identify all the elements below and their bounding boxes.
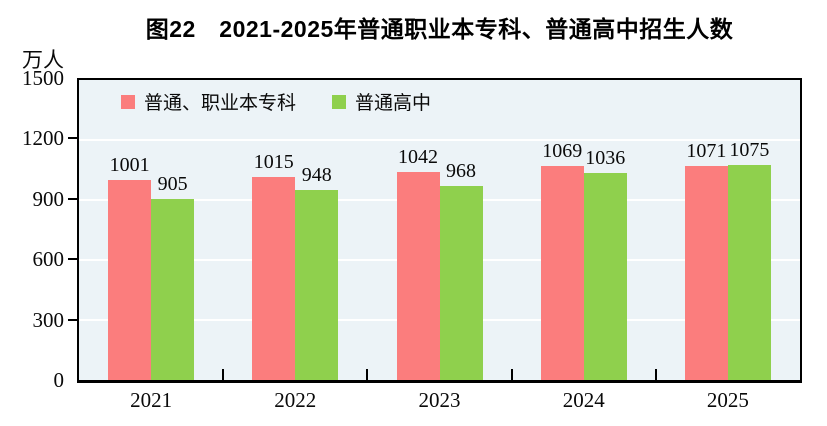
y-tick-label: 1500: [22, 66, 64, 90]
value-label: 1071: [686, 139, 727, 162]
legend-label: 普通高中: [355, 93, 432, 114]
y-tick-label: 300: [32, 307, 65, 332]
y-tick-mark: [68, 137, 77, 140]
value-label: 968: [446, 160, 476, 183]
bar-2023-series-1: [396, 171, 440, 380]
x-tick-label: 2024: [562, 388, 605, 412]
bar-2024-series-2: [583, 172, 627, 380]
value-label: 1042: [398, 145, 438, 168]
value-label: 1036: [585, 146, 626, 169]
x-tick-label: 2023: [418, 388, 461, 412]
y-axis-unit-label: 万人: [22, 49, 64, 72]
bar-2022-series-1: [252, 177, 296, 380]
x-tick-label: 2025: [706, 388, 749, 412]
value-label: 1001: [109, 153, 150, 176]
bar-2022-series-2: [295, 190, 339, 380]
legend: 普通、职业本专科 普通高中: [121, 88, 431, 115]
gridline: [79, 139, 800, 141]
legend-swatch-icon: [121, 94, 135, 109]
value-label: 905: [157, 173, 188, 195]
plot-inner: 普通、职业本专科 普通高中 1001 905 1015 948 1042 968 1069 10…: [79, 80, 800, 380]
bar-2021-series-2: [151, 199, 195, 380]
legend-item-1: 普通、职业本专科: [121, 88, 296, 115]
x-tick-mark: [366, 369, 369, 380]
value-label: 948: [301, 164, 332, 187]
bar-2021-series-1: [108, 179, 152, 380]
y-tick-label: 0: [53, 368, 65, 392]
value-label: 1015: [253, 151, 294, 173]
x-tick-label: 2022: [274, 388, 317, 412]
x-tick-label: 2021: [130, 388, 173, 412]
y-tick-mark: [68, 318, 77, 321]
x-tick-mark: [510, 369, 513, 380]
y-tick-label: 600: [32, 247, 65, 272]
y-tick-mark: [68, 197, 77, 200]
bar-2023-series-2: [439, 186, 483, 380]
plot-area: 普通、职业本专科 普通高中 1001 905 1015 948 1042 968 1069 10…: [77, 78, 802, 383]
y-tick-mark: [68, 258, 77, 261]
value-label: 1069: [542, 140, 583, 163]
legend-swatch-icon: [332, 94, 347, 109]
bar-2025-series-1: [684, 165, 728, 380]
bar-2025-series-2: [727, 165, 771, 380]
bar-2024-series-1: [540, 166, 584, 380]
x-tick-mark: [222, 369, 225, 380]
y-tick-label: 1200: [22, 126, 64, 151]
chart-title: 图22 2021-2025年普通职业本专科、普通高中招生人数: [145, 16, 734, 42]
legend-label: 普通、职业本专科: [144, 93, 297, 114]
legend-item-2: 普通高中: [332, 88, 431, 115]
x-tick-mark: [654, 369, 657, 380]
value-label: 1075: [729, 139, 770, 161]
y-tick-label: 900: [32, 186, 65, 211]
